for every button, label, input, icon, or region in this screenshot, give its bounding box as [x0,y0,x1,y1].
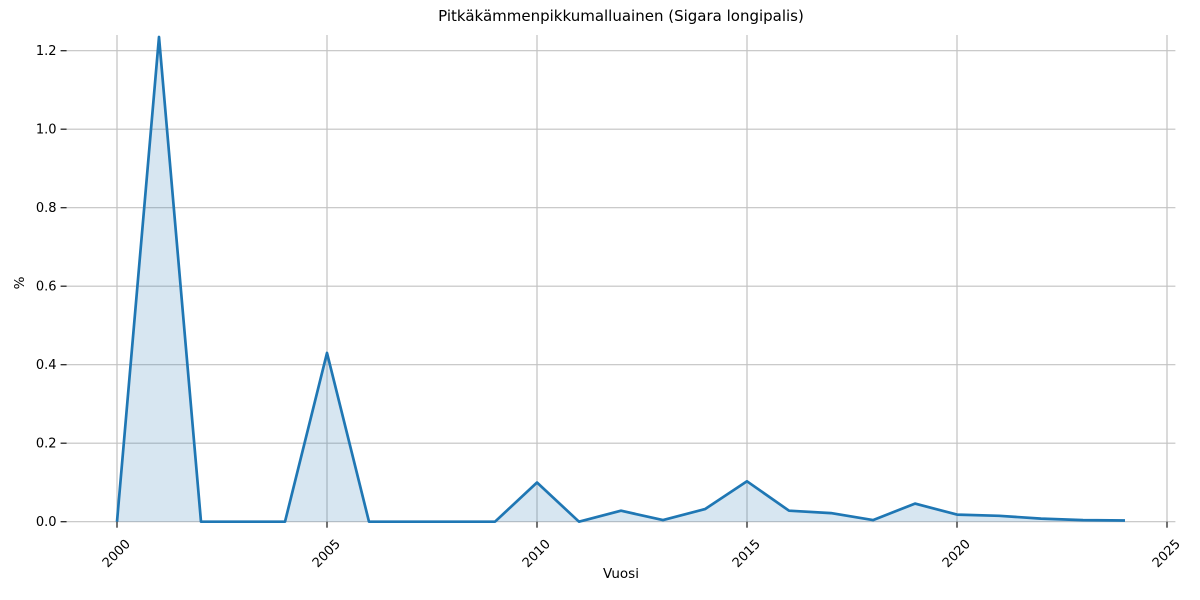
area-fill [117,37,1125,522]
y-tick-label-1.0: 1.0 [36,123,57,138]
y-tick-label-0.6: 0.6 [36,280,57,295]
y-tick-label-0.2: 0.2 [36,437,57,452]
x-axis-label: Vuosi [603,566,639,582]
y-tick-label-0.4: 0.4 [36,358,57,373]
y-tick-label-0.8: 0.8 [36,201,57,216]
y-tick-label-0.0: 0.0 [36,515,57,530]
y-tick-label-1.2: 1.2 [36,44,57,59]
data-line [115,35,1126,524]
chart-title: Pitkäkämmenpikkumalluainen (Sigara longi… [438,7,804,25]
y-axis-label: % [12,276,28,290]
